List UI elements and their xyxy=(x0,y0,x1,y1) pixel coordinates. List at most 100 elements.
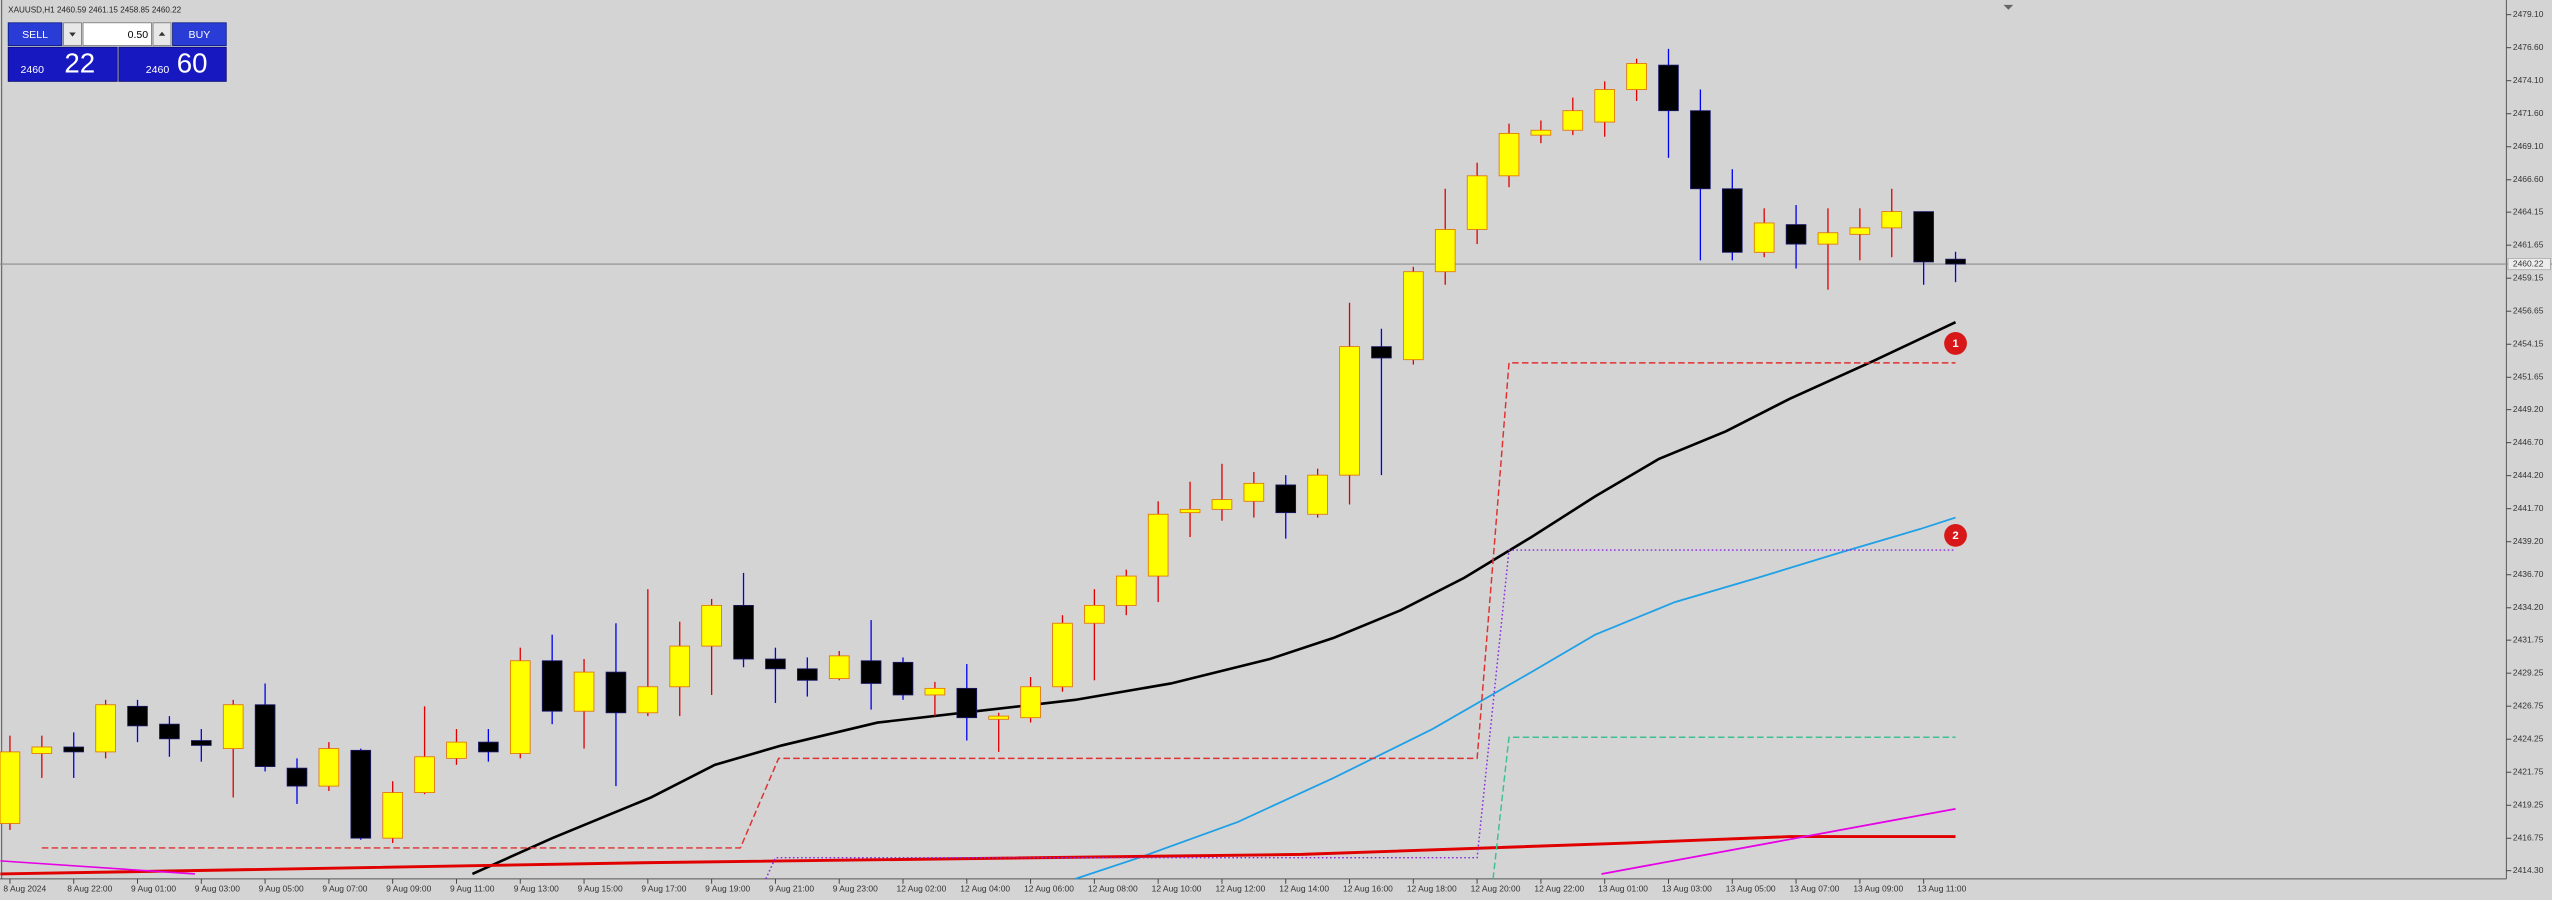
x-tick-label: 9 Aug 19:00 xyxy=(705,884,750,894)
x-tick-label: 12 Aug 04:00 xyxy=(960,884,1010,894)
candle-body xyxy=(669,645,691,688)
candle-body xyxy=(1658,64,1679,112)
candle-body xyxy=(1147,513,1169,577)
candle-body xyxy=(222,704,244,750)
y-tick-label: 2431.75 xyxy=(2513,634,2544,644)
indicator-line xyxy=(1074,516,1956,880)
x-tick-label: 13 Aug 01:00 xyxy=(1598,884,1648,894)
candle-body xyxy=(350,749,372,839)
candle-body xyxy=(1594,89,1615,123)
candle-body xyxy=(127,705,148,727)
candle-body xyxy=(1275,484,1297,514)
candle-body xyxy=(95,704,116,753)
annotation-label: 2 xyxy=(1952,530,1958,542)
candle-body xyxy=(446,741,467,759)
y-tick-label: 2429.25 xyxy=(2513,667,2544,677)
y-tick-label: 2471.60 xyxy=(2513,108,2544,118)
y-tick-label: 2416.75 xyxy=(2513,833,2544,843)
buy-price-main: 2460 xyxy=(146,64,170,76)
y-tick-label: 2434.20 xyxy=(2513,602,2544,612)
lot-input[interactable] xyxy=(82,22,152,46)
candle-body xyxy=(892,661,914,696)
annotation-marker xyxy=(1944,332,1967,355)
y-tick-label: 2439.20 xyxy=(2513,536,2544,546)
x-tick-label: 9 Aug 07:00 xyxy=(322,884,367,894)
indicator-line xyxy=(0,835,1956,876)
x-tick-label: 12 Aug 06:00 xyxy=(1024,884,1074,894)
candle-body xyxy=(988,715,1009,720)
x-tick-label: 13 Aug 09:00 xyxy=(1853,884,1903,894)
candle-body xyxy=(733,604,754,660)
candle-body xyxy=(1020,686,1041,719)
candle-body xyxy=(605,671,627,714)
candle-body xyxy=(31,746,53,754)
plot-area: 2479.10 2476.60 2474.10 2471.60 2469.10 2466.… xyxy=(0,9,2552,894)
candle-body xyxy=(828,655,850,679)
chart-title: XAUUSD,H1 2460.59 2461.15 2458.85 2460.2… xyxy=(8,6,181,15)
y-tick-label: 2436.70 xyxy=(2513,569,2544,579)
candle-body xyxy=(573,671,595,712)
y-tick-label: 2466.60 xyxy=(2513,174,2544,184)
candle-body xyxy=(1243,482,1265,502)
x-tick-label: 12 Aug 22:00 xyxy=(1534,884,1584,894)
candle-body xyxy=(1211,499,1233,510)
indicator-line xyxy=(0,860,195,875)
candle-body xyxy=(1817,232,1839,245)
candle-body xyxy=(765,658,786,670)
y-tick-label: 2419.25 xyxy=(2513,799,2544,809)
candle-body xyxy=(1466,175,1488,230)
candle-body xyxy=(1498,133,1520,177)
y-tick-label: 2459.15 xyxy=(2513,272,2544,282)
down-arrow xyxy=(69,32,76,37)
y-tick-label: 2426.75 xyxy=(2513,700,2544,710)
candle-body xyxy=(414,756,435,793)
x-tick-label: 12 Aug 02:00 xyxy=(896,884,946,894)
sell-price-pips: 22 xyxy=(64,47,95,78)
candle-body xyxy=(541,660,563,712)
y-tick-label: 2469.10 xyxy=(2513,141,2544,151)
y-tick-label: 2446.70 xyxy=(2513,437,2544,447)
y-tick-label: 2456.65 xyxy=(2513,305,2544,315)
scroll-marker xyxy=(2003,4,2014,10)
candle-body xyxy=(1690,110,1711,190)
x-tick-label: 13 Aug 05:00 xyxy=(1726,884,1776,894)
candle-body xyxy=(1721,188,1743,253)
x-tick-label: 13 Aug 11:00 xyxy=(1917,884,1966,894)
y-tick-label: 2474.10 xyxy=(2513,75,2544,85)
x-tick-label: 12 Aug 16:00 xyxy=(1343,884,1393,894)
candle-body xyxy=(1403,271,1424,361)
x-tick-label: 12 Aug 12:00 xyxy=(1215,884,1265,894)
x-tick-label: 12 Aug 10:00 xyxy=(1152,884,1202,894)
candle-body xyxy=(1179,508,1201,514)
x-tick-label: 12 Aug 14:00 xyxy=(1279,884,1329,894)
candle-body xyxy=(637,686,659,714)
sell-button[interactable] xyxy=(7,22,63,46)
y-tick-label: 2461.65 xyxy=(2513,239,2544,249)
x-tick-label: 9 Aug 01:00 xyxy=(131,884,176,894)
candle-body xyxy=(1849,227,1871,235)
x-tick-label: 8 Aug 22:00 xyxy=(67,884,112,894)
candle-body xyxy=(254,704,276,767)
y-tick-label: 2454.15 xyxy=(2513,338,2544,348)
up-arrow xyxy=(158,31,166,36)
candle-body xyxy=(1753,222,1775,253)
candle-body xyxy=(1626,63,1647,90)
current-price-label: 2460.22 xyxy=(2513,258,2544,268)
annotation-marker xyxy=(1944,523,1967,547)
buy-button[interactable] xyxy=(172,22,227,46)
candle-body xyxy=(1562,110,1584,131)
candle-body xyxy=(1052,622,1073,688)
buy-price-box[interactable] xyxy=(118,46,227,82)
candle-body xyxy=(1307,474,1328,515)
indicator-line xyxy=(471,320,1957,876)
x-tick-label: 9 Aug 23:00 xyxy=(833,884,878,894)
current-price-box xyxy=(2507,258,2551,271)
one-click-panel: SELL 0.50 BUY 2460 22 2460 60 xyxy=(7,22,227,82)
annotation-label: 1 xyxy=(1952,338,1959,350)
x-tick-label: 9 Aug 05:00 xyxy=(259,884,304,894)
buy-price-pips: 60 xyxy=(177,47,208,78)
sell-price-box[interactable] xyxy=(7,46,118,82)
y-tick-label: 2464.15 xyxy=(2513,206,2544,216)
x-tick-label: 9 Aug 17:00 xyxy=(641,884,686,894)
